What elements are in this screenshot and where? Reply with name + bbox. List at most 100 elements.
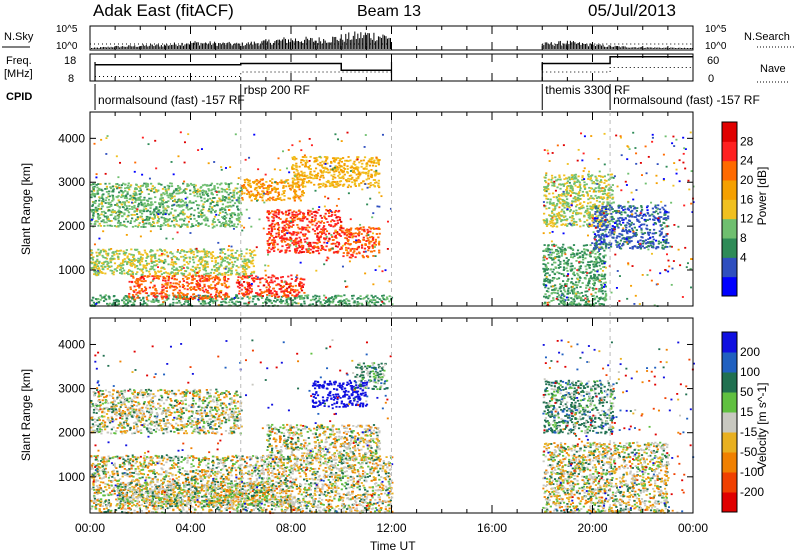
- heatmap-cell: [268, 292, 271, 295]
- heatmap-cell: [146, 217, 150, 220]
- heatmap-cell: [203, 279, 206, 281]
- heatmap-cell: [303, 238, 306, 241]
- heatmap-cell: [382, 302, 385, 305]
- heatmap-cell: [225, 222, 228, 225]
- heatmap-cell: [358, 171, 361, 174]
- heatmap-cell: [90, 249, 93, 252]
- heatmap-cell: [185, 300, 188, 302]
- heatmap-cell: [132, 276, 135, 279]
- heatmap-cell: [256, 295, 259, 297]
- heatmap-cell: [349, 250, 352, 252]
- heatmap-cell: [112, 252, 115, 255]
- heatmap-cell: [271, 187, 274, 190]
- heatmap-cell: [268, 184, 271, 187]
- heatmap-cell: [289, 187, 292, 190]
- heatmap-cell: [570, 253, 573, 256]
- heatmap-cell: [382, 294, 385, 297]
- heatmap-cell: [235, 300, 238, 303]
- heatmap-cell: [543, 274, 547, 277]
- heatmap-cell: [257, 181, 260, 184]
- heatmap-cell: [124, 187, 127, 190]
- heatmap-cell: [332, 180, 335, 183]
- heatmap-cell: [284, 251, 287, 254]
- heatmap-cell: [188, 260, 191, 263]
- heatmap-cell: [126, 193, 129, 195]
- heatmap-cell: [602, 303, 605, 306]
- heatmap-cell: [214, 275, 217, 277]
- heatmap-cell: [97, 267, 100, 270]
- heatmap-cell: [316, 245, 320, 248]
- heatmap-cell: [315, 227, 319, 230]
- heatmap-cell: [330, 181, 333, 184]
- heatmap-cell: [104, 250, 108, 253]
- heatmap-cell: [174, 255, 177, 258]
- heatmap-cell: [584, 301, 588, 303]
- heatmap-cell: [211, 300, 214, 303]
- heatmap-cell: [150, 254, 153, 257]
- heatmap-cell: [134, 265, 137, 268]
- heatmap-cell: [186, 278, 189, 280]
- heatmap-cell: [134, 289, 137, 291]
- heatmap-cell: [138, 279, 141, 281]
- heatmap-cell: [345, 249, 348, 252]
- heatmap-cell: [248, 297, 251, 300]
- heatmap-cell: [377, 236, 380, 239]
- heatmap-cell: [117, 217, 120, 220]
- heatmap-cell: [104, 272, 107, 275]
- heatmap-cell: [192, 293, 195, 296]
- heatmap-cell: [233, 202, 237, 205]
- heatmap-cell: [218, 209, 222, 212]
- heatmap-cell: [98, 203, 101, 206]
- heatmap-cell: [184, 254, 187, 256]
- heatmap-cell: [273, 280, 276, 283]
- heatmap-cell: [600, 303, 603, 305]
- heatmap-cell: [144, 267, 148, 269]
- heatmap-cell: [547, 250, 550, 253]
- heatmap-cell: [160, 183, 163, 186]
- heatmap-cell: [323, 162, 326, 165]
- heatmap-cell: [203, 201, 206, 203]
- heatmap-cell: [322, 299, 325, 302]
- heatmap-cell: [316, 249, 320, 252]
- heatmap-cell: [317, 232, 320, 235]
- heatmap-cell: [600, 290, 603, 293]
- heatmap-cell: [316, 238, 319, 241]
- heatmap-cell: [318, 241, 321, 244]
- heatmap-cell: [373, 228, 376, 230]
- heatmap-cell: [158, 183, 161, 186]
- heatmap-cell: [373, 241, 376, 244]
- heatmap-cell: [573, 274, 576, 277]
- heatmap-cell: [118, 264, 121, 267]
- heatmap-cell: [302, 213, 305, 216]
- heatmap-cell: [572, 303, 575, 305]
- heatmap-cell: [212, 272, 216, 274]
- heatmap-cell: [103, 295, 106, 298]
- heatmap-cell: [313, 183, 316, 186]
- heatmap-cell: [238, 202, 241, 205]
- heatmap-cell: [187, 262, 190, 265]
- heatmap-cell: [152, 278, 155, 281]
- heatmap-cell: [347, 228, 351, 231]
- heatmap-cell: [285, 249, 288, 252]
- heatmap-cell: [309, 168, 312, 170]
- heatmap-cell: [578, 265, 581, 268]
- heatmap-cell: [280, 276, 283, 279]
- heatmap-cell: [94, 298, 98, 300]
- heatmap-cell: [223, 188, 226, 191]
- heatmap-cell: [350, 294, 354, 297]
- heatmap-cell: [371, 164, 375, 167]
- heatmap-cell: [199, 214, 203, 217]
- heatmap-cell: [247, 183, 250, 186]
- heatmap-cell: [119, 189, 123, 192]
- heatmap-cell: [128, 205, 131, 207]
- heatmap-cell: [184, 217, 187, 220]
- heatmap-cell: [552, 288, 555, 291]
- heatmap-cell: [590, 250, 593, 253]
- heatmap-cell: [339, 180, 343, 182]
- heatmap-cell: [173, 225, 176, 228]
- heatmap-cell: [303, 291, 306, 294]
- heatmap-cell: [174, 209, 177, 212]
- heatmap-cell: [244, 272, 248, 275]
- heatmap-cell: [173, 285, 176, 288]
- heatmap-cell: [184, 201, 188, 204]
